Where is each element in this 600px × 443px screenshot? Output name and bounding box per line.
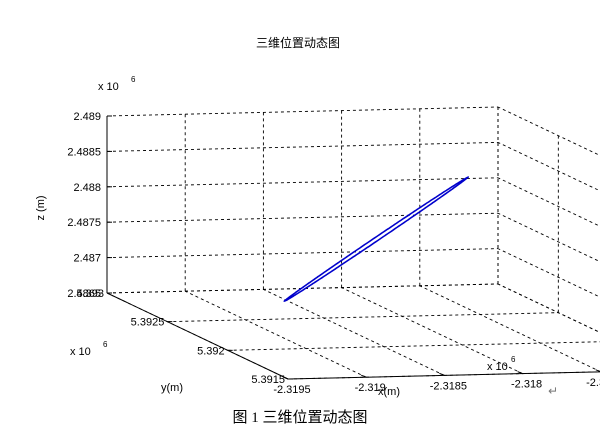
grid-line-z-back-wall xyxy=(106,141,499,152)
y-tick-label: 5.3925 xyxy=(131,317,165,329)
z-tick-label: 2.4865 xyxy=(67,288,101,300)
y-axis-label: y(m) xyxy=(161,382,183,394)
grid-line-z-back-wall xyxy=(106,248,499,259)
z-tick-label: 2.487 xyxy=(73,253,101,265)
z-tick-label: 2.4885 xyxy=(67,146,101,158)
x-scale-exponent: 6 xyxy=(511,355,516,364)
figure-caption: 图 1 三维位置动态图 xyxy=(232,410,368,426)
grid-line-x-floor xyxy=(185,290,367,378)
x-tick-label: -2.319 xyxy=(355,382,386,394)
y-tick-label: 5.393 xyxy=(76,288,104,300)
z-tick-label: 2.489 xyxy=(73,111,101,123)
grid-line-z-side-wall xyxy=(497,141,600,192)
z-axis-label: z (m) xyxy=(35,195,47,220)
paragraph-mark: ↵ xyxy=(548,384,559,398)
axis-lines xyxy=(106,116,600,380)
x-axis-label: x(m) xyxy=(378,386,400,398)
x-axis-line xyxy=(287,371,600,380)
z-scale-exponent: 6 xyxy=(131,75,136,84)
grid-line-x-floor xyxy=(263,288,445,376)
x-tick-mark xyxy=(439,372,445,376)
grid-line-y-floor xyxy=(227,341,600,351)
grid-line-z-side-wall xyxy=(497,212,600,263)
y-scale-base: x 10 xyxy=(70,346,91,358)
z-scale-base: x 10 xyxy=(98,81,119,93)
z-tick-label: 2.488 xyxy=(73,182,101,194)
x-tick-mark xyxy=(361,374,367,378)
x-tick-mark xyxy=(282,376,289,380)
grid-line-z-back-wall xyxy=(106,283,499,294)
x-scale-base: x 10 xyxy=(487,361,508,373)
grid-line-z-side-wall xyxy=(497,177,600,227)
grid-line-x-floor xyxy=(419,285,600,372)
trajectory-line xyxy=(283,176,470,302)
grid-line-z-side-wall xyxy=(497,106,600,156)
y-tick-label: 5.3915 xyxy=(251,374,285,386)
chart-title: 三维位置动态图 xyxy=(256,35,340,50)
x-tick-label: -2.318 xyxy=(511,379,542,391)
z-tick-label: 2.4875 xyxy=(67,217,101,229)
tick-labels: -2.3195-2.319-2.3185-2.318-2.3175-2.3175… xyxy=(67,111,600,396)
grid-line-z-side-wall xyxy=(497,248,600,298)
x-tick-mark xyxy=(517,371,523,375)
tick-marks xyxy=(107,115,600,380)
grid-line-y-floor xyxy=(167,312,559,323)
x-tick-label: -2.3195 xyxy=(273,384,310,396)
grid-lines xyxy=(106,106,600,380)
y-scale-exponent: 6 xyxy=(103,340,108,349)
x-tick-label: -2.3175 xyxy=(586,377,600,389)
grid-line-z-back-wall xyxy=(106,106,499,117)
grid-line-z-back-wall xyxy=(106,212,499,223)
chart: -2.3195-2.319-2.3185-2.318-2.3175-2.3175… xyxy=(35,35,600,398)
y-tick-label: 5.392 xyxy=(197,345,225,357)
x-tick-label: -2.3185 xyxy=(430,380,467,392)
trajectory-series xyxy=(283,176,470,302)
grid-line-z-back-wall xyxy=(106,177,499,188)
y-axis-line xyxy=(106,292,289,380)
